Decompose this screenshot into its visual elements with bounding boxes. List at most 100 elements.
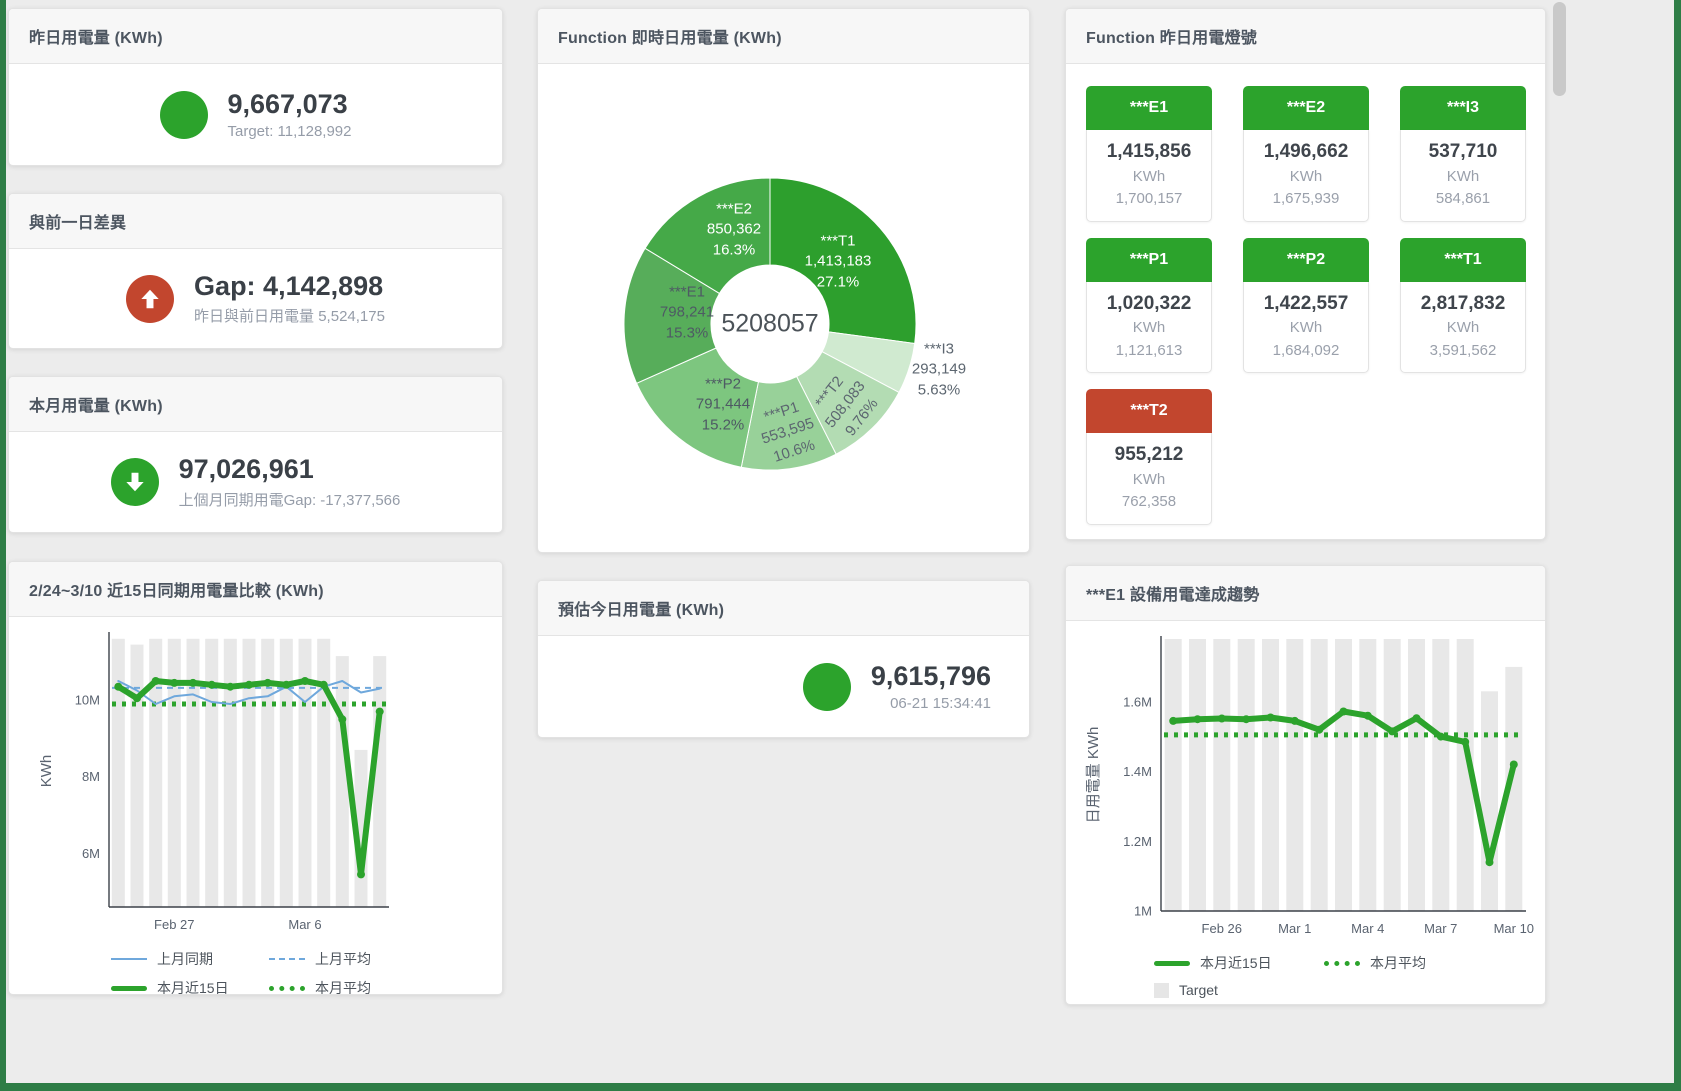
panel-month-usage: 本月用電量 (KWh) 97,026,961 上個月同期用電Gap: -17,3… (8, 376, 503, 533)
tile-body: 1,020,322 KWh 1,121,613 (1086, 281, 1212, 374)
stat-value: 9,615,796 (870, 660, 991, 691)
tile-body: 1,496,662 KWh 1,675,939 (1243, 130, 1369, 222)
y-tick-label: 1.4M (1123, 764, 1152, 779)
stat-body: 9,667,073 Target: 11,128,992 (9, 64, 502, 165)
chart-legend: 本月近15日 本月平均 Target (1154, 953, 1545, 998)
tile-body: 2,817,832 KWh 3,591,562 (1400, 281, 1526, 374)
tile-unit: KWh (1132, 470, 1166, 488)
tile-body: 537,710 KWh 584,861 (1400, 130, 1526, 222)
tile-unit: KWh (1289, 167, 1323, 185)
tile-status-header: ***P2 (1243, 237, 1369, 282)
series-marker (133, 694, 141, 703)
arrow-up-icon (126, 274, 175, 323)
panel-title: 與前一日差異 (29, 215, 127, 232)
series-marker (1509, 760, 1518, 769)
target-bar (186, 638, 200, 907)
tile-target: 1,700,157 (1115, 190, 1183, 208)
donut-label-e1: ***E1 798,241 15.3% (659, 283, 715, 342)
series-marker (1363, 711, 1372, 720)
legend-item-dotted[interactable]: 本月平均 (269, 978, 427, 994)
trend-chart-svg: 1M 1.2M 1.4M 1.6M Feb 26 Mar 1 Mar 4 Mar 7 Mar 1… (1085, 636, 1534, 936)
legend-swatch (269, 985, 305, 991)
panel-header: 預估今日用電量 (KWh) (538, 581, 1029, 636)
series-marker (170, 678, 179, 687)
stat-body: 97,026,961 上個月同期用電Gap: -17,377,566 (9, 432, 502, 532)
device-tiles-grid: ***E1 1,415,856 KWh 1,700,157 ***E2 1,496,662… (1066, 64, 1545, 539)
stat-body: 9,615,796 06-21 15:34:41 (538, 636, 1029, 737)
scrollbar-thumb[interactable] (1553, 2, 1566, 96)
legend-label: 本月近15日 (1200, 955, 1272, 971)
tile-target: 3,591,562 (1429, 341, 1497, 359)
tile-status-header: ***E2 (1243, 86, 1369, 130)
target-bar (317, 638, 331, 907)
chart-body: 1M 1.2M 1.4M 1.6M Feb 26 Mar 1 Mar 4 Mar 7 Mar 1… (1066, 621, 1545, 998)
tile-target: 762,358 (1121, 493, 1177, 511)
donut-slice-p2[interactable] (635, 347, 759, 468)
chart-body: 6M 8M 10M Feb 27 Mar 6 KWh 上月同期 上月平均本月近15日 本月平均… (9, 617, 502, 995)
status-circle-icon (159, 90, 208, 139)
legend-item-thick[interactable]: 本月近15日 (1154, 953, 1324, 973)
tile-unit: KWh (1132, 167, 1166, 185)
tile-target: 584,861 (1435, 190, 1491, 208)
status-circle-icon (802, 662, 851, 711)
x-tick-label: Mar 1 (1278, 921, 1311, 936)
tile-status-header: ***E1 (1086, 86, 1212, 130)
legend-label: 本月近15日 (157, 980, 229, 995)
panel-header: ***E1 設備用電達成趨勢 (1066, 566, 1545, 621)
tile-value: 1,422,557 (1263, 292, 1349, 314)
target-bar (1286, 639, 1304, 911)
series-marker (245, 680, 253, 689)
legend-label: 本月平均 (1370, 955, 1426, 971)
y-tick-label: 10M (75, 693, 100, 708)
legend-swatch (1324, 960, 1360, 966)
donut-slice-t1[interactable] (769, 177, 917, 345)
panel-title: 本月用電量 (KWh) (29, 398, 163, 415)
tile-unit: KWh (1446, 167, 1480, 185)
target-bar (373, 656, 387, 907)
legend-item-dotted[interactable]: 本月平均 (1324, 953, 1494, 973)
legend-swatch (1154, 982, 1169, 998)
panel-header: 2/24~3/10 近15日同期用電量比較 (KWh) (9, 562, 502, 617)
stat-value: 9,667,073 (227, 88, 348, 119)
target-bar (223, 638, 237, 907)
target-bar (1383, 639, 1401, 911)
tile-status-header: ***P1 (1086, 237, 1212, 282)
stat-value: Gap: 4,142,898 (194, 270, 384, 301)
target-bar (1237, 639, 1255, 911)
panel-15day-compare-chart: 2/24~3/10 近15日同期用電量比較 (KWh) 6M 8M 10M Feb 2… (8, 561, 503, 995)
series-marker (1193, 715, 1202, 724)
target-bar (1456, 639, 1474, 911)
legend-item-thin[interactable]: 上月同期 (111, 949, 269, 969)
panel-header: Function 昨日用電燈號 (1066, 9, 1545, 64)
y-axis-title: 日用電量 KWh (1085, 727, 1102, 824)
legend-item-thick[interactable]: 本月近15日 (111, 978, 269, 995)
series-marker (1217, 714, 1226, 723)
target-bar (1335, 639, 1352, 911)
arrow-down-icon (110, 458, 159, 506)
legend-item-square[interactable]: Target (1154, 982, 1324, 998)
donut-slice-e1[interactable] (623, 247, 721, 384)
compare15-chart-svg: 6M 8M 10M Feb 27 Mar 6 KWh (38, 632, 389, 932)
series-marker (1315, 725, 1324, 734)
x-tick-label: Mar 4 (1351, 921, 1384, 936)
stat-value: 97,026,961 (178, 454, 314, 485)
device-tile-i3: ***I3 537,710 KWh 584,861 (1400, 86, 1526, 222)
series-marker (1485, 858, 1494, 867)
series-marker (1169, 716, 1178, 725)
tile-unit: KWh (1289, 319, 1323, 337)
series-marker (1412, 714, 1421, 723)
series-marker (319, 680, 328, 689)
legend-item-dashed[interactable]: 上月平均 (269, 949, 427, 969)
target-bar (1189, 639, 1206, 911)
donut-slice-e2[interactable] (644, 177, 771, 295)
donut-label-i3: ***I3 293,149 5.63% (911, 340, 967, 399)
target-bar (167, 638, 181, 907)
page-edge-left (0, 0, 6, 1091)
panel-title: ***E1 設備用電達成趨勢 (1086, 587, 1260, 604)
chart-legend: 上月同期上月平均本月近15日本月平均Target (111, 949, 502, 995)
panel-header: Function 即時日用電量 (KWh) (538, 9, 1029, 64)
series-marker (114, 682, 123, 691)
legend-swatch (111, 958, 147, 960)
tile-target: 1,121,613 (1115, 341, 1183, 359)
legend-swatch (1154, 960, 1190, 966)
